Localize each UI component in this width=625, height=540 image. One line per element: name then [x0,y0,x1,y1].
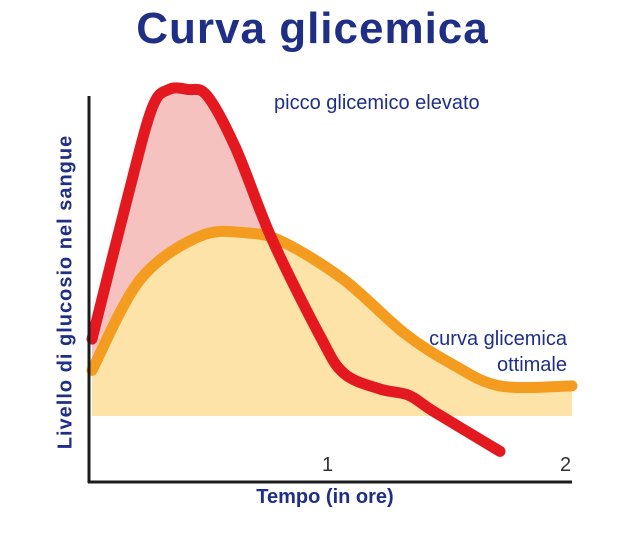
optimal-annotation: curva glicemica ottimale [429,326,567,378]
optimal-annotation-line-2: ottimale [496,354,567,376]
y-axis-label: Livello di glucosio nel sangue [54,134,77,450]
x-tick-1: 1 [322,454,334,476]
peak-annotation: picco glicemico elevato [274,92,480,114]
optimal-curve-line [86,225,578,394]
optimal-annotation-line-1: curva glicemica [429,328,567,350]
high-peak-line [86,82,506,457]
chart-title: Curva glicemica [136,4,489,53]
x-axis-label: Tempo (in ore) [256,486,394,508]
x-tick-2: 2 [560,454,572,476]
